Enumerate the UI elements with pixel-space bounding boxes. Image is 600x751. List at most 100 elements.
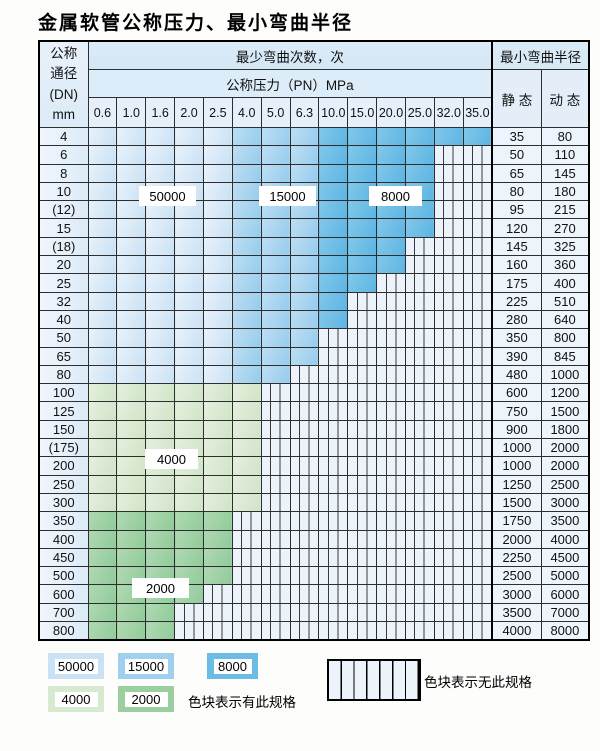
- no-spec-cell: [376, 492, 406, 513]
- spec-cell-15000: [231, 273, 262, 293]
- no-spec-cell: [404, 346, 435, 366]
- no-spec-cell: [231, 547, 262, 568]
- no-spec-cell: [347, 309, 378, 330]
- spec-cell-50000: [87, 255, 118, 275]
- spec-cell-15000: [231, 328, 262, 348]
- no-spec-cell: [260, 566, 291, 586]
- table-row: 32 225 510: [38, 291, 590, 311]
- spec-cell-8000: [318, 255, 349, 275]
- no-spec-cell: [347, 383, 378, 403]
- dn-cell: 100: [38, 383, 89, 403]
- static-column-header: 静 态: [491, 69, 542, 128]
- dn-cell: 300: [38, 492, 89, 513]
- static-radius-cell: 80: [491, 181, 542, 202]
- table-row: 25 175 400: [38, 273, 590, 293]
- spec-cell-8000: [462, 126, 493, 147]
- dn-cell: 450: [38, 547, 89, 568]
- dn-cell: 8: [38, 163, 89, 183]
- static-radius-cell: 600: [491, 383, 542, 403]
- spec-cell-2000: [202, 566, 233, 586]
- no-spec-cell: [260, 456, 291, 476]
- no-spec-cell: [433, 401, 464, 421]
- spec-cell-2000: [145, 602, 176, 623]
- no-spec-cell: [433, 218, 464, 238]
- no-spec-cell: [318, 492, 349, 513]
- spec-cell-8000: [318, 126, 349, 147]
- no-spec-cell: [433, 200, 464, 220]
- spec-cell-4000: [231, 456, 262, 476]
- spec-cell-8000: [376, 255, 406, 275]
- pressure-tick: 2.5: [202, 97, 233, 128]
- spec-cell-4000: [231, 401, 262, 421]
- table-row: 450 2250 4500: [38, 547, 590, 568]
- no-spec-cell: [289, 438, 320, 458]
- spec-cell-8000: [347, 163, 378, 183]
- spec-cell-4000: [87, 492, 118, 513]
- spec-cell-4000: [87, 474, 118, 494]
- pressure-tick: 1.6: [145, 97, 176, 128]
- page-title: 金属软管公称压力、最小弯曲半径: [38, 12, 354, 34]
- spec-cell-8000: [404, 218, 435, 238]
- spec-cell-15000: [260, 163, 291, 183]
- static-radius-cell: 1000: [491, 456, 542, 476]
- spec-cell-50000: [145, 346, 176, 366]
- no-spec-cell: [433, 145, 464, 165]
- no-spec-cell: [433, 383, 464, 403]
- no-spec-cell: [462, 309, 493, 330]
- static-radius-cell: 390: [491, 346, 542, 366]
- spec-cell-8000: [318, 145, 349, 165]
- no-spec-cell: [433, 492, 464, 513]
- spec-cell-50000: [202, 364, 233, 385]
- no-spec-cell: [462, 584, 493, 604]
- spec-cell-15000: [260, 364, 291, 385]
- spec-cell-8000: [347, 145, 378, 165]
- min-bend-radius-header: 最小弯曲半径: [491, 40, 590, 70]
- spec-cell-4000: [231, 474, 262, 494]
- no-spec-cell: [462, 200, 493, 220]
- no-spec-cell: [376, 602, 406, 623]
- dn-column-header: 公称 通径 (DN) mm: [38, 40, 89, 128]
- no-spec-cell: [289, 456, 320, 476]
- no-spec-cell: [433, 163, 464, 183]
- dn-cell: 15: [38, 218, 89, 238]
- no-spec-cell: [260, 602, 291, 623]
- table-row: (175) 1000 2000: [38, 438, 590, 458]
- no-spec-cell: [347, 291, 378, 311]
- no-spec-cell: [318, 566, 349, 586]
- dynamic-radius-cell: 215: [540, 200, 590, 220]
- legend-swatch-15000: 15000: [118, 653, 174, 680]
- spec-cell-50000: [174, 218, 204, 238]
- dn-header-line: mm: [52, 106, 76, 122]
- spec-cell-2000: [174, 529, 204, 549]
- no-spec-cell: [202, 602, 233, 623]
- table-row: 80 480 1000: [38, 364, 590, 385]
- pressure-tick: 10.0: [318, 97, 349, 128]
- spec-cell-15000: [231, 163, 262, 183]
- no-spec-cell: [347, 602, 378, 623]
- spec-cell-2000: [202, 529, 233, 549]
- dn-cell: 250: [38, 474, 89, 494]
- spec-cell-15000: [260, 291, 291, 311]
- no-spec-cell: [231, 602, 262, 623]
- spec-cell-50000: [202, 181, 233, 202]
- dynamic-radius-cell: 8000: [540, 621, 590, 641]
- dynamic-radius-cell: 400: [540, 273, 590, 293]
- no-spec-cell: [462, 438, 493, 458]
- spec-cell-50000: [87, 236, 118, 257]
- spec-cell-50000: [116, 255, 147, 275]
- no-spec-cell: [347, 621, 378, 641]
- no-spec-cell: [347, 438, 378, 458]
- no-spec-cell: [231, 529, 262, 549]
- static-radius-cell: 120: [491, 218, 542, 238]
- spec-cell-50000: [145, 309, 176, 330]
- spec-cell-8000: [318, 291, 349, 311]
- spec-cell-2000: [145, 529, 176, 549]
- table-row: 40 280 640: [38, 309, 590, 330]
- cycle-count-label-4000: 4000: [145, 449, 198, 469]
- no-spec-cell: [289, 511, 320, 531]
- spec-cell-4000: [231, 492, 262, 513]
- spec-cell-15000: [289, 291, 320, 311]
- spec-cell-4000: [174, 492, 204, 513]
- spec-cell-50000: [116, 126, 147, 147]
- static-radius-cell: 225: [491, 291, 542, 311]
